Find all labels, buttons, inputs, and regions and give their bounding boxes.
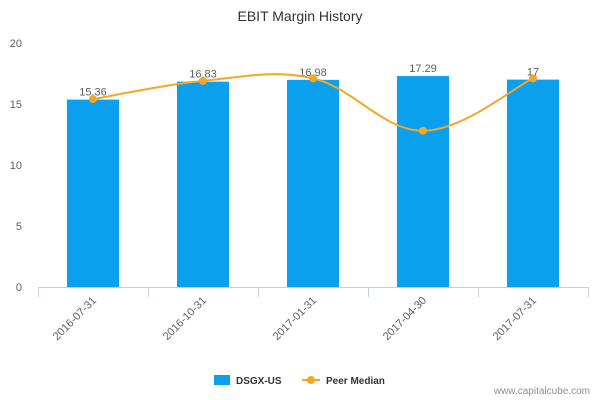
chart-title: EBIT Margin History — [238, 8, 363, 24]
x-tick-label: 2016-07-31 — [51, 295, 99, 343]
peer-median-point — [419, 126, 427, 135]
x-axis: 2016-07-31 2016-10-31 2017-01-31 2017-04-30… — [38, 287, 589, 343]
legend-label-dsgx: DSGX-US — [236, 376, 282, 387]
legend-swatch-dsgx — [214, 375, 230, 385]
bar-data-label: 17.29 — [409, 63, 437, 75]
peer-median-point — [529, 74, 537, 83]
x-tick-label: 2016-10-31 — [161, 295, 209, 343]
legend: DSGX-US Peer Median — [214, 375, 385, 387]
bar-data-label: 15.36 — [79, 87, 107, 99]
y-tick-label: 15 — [10, 99, 22, 111]
bar — [177, 81, 229, 287]
bar — [397, 76, 449, 287]
peer-median-series — [89, 73, 537, 135]
bar-series — [67, 76, 559, 288]
peer-median-point — [199, 76, 207, 85]
bar-data-label: 17 — [527, 67, 539, 79]
peer-median-point — [309, 74, 317, 83]
bar — [287, 79, 339, 288]
y-tick-label: 0 — [16, 282, 22, 294]
legend-marker-peer-median — [307, 376, 315, 384]
bar-data-label: 16.83 — [189, 69, 217, 81]
x-tick-label: 2017-07-31 — [491, 295, 539, 343]
bar-data-labels: 15.36 16.83 16.98 17.29 17 — [79, 63, 539, 99]
x-tick-label: 2017-01-31 — [271, 295, 319, 343]
y-axis: 0 5 10 15 20 — [10, 38, 22, 294]
bar — [507, 79, 559, 287]
legend-label-peer-median: Peer Median — [326, 376, 385, 387]
y-tick-label: 10 — [10, 160, 22, 172]
bar-data-label: 16.98 — [299, 67, 327, 79]
x-tick-label: 2017-04-30 — [381, 295, 429, 343]
peer-median-point — [89, 95, 97, 104]
y-tick-label: 5 — [16, 221, 22, 233]
bar — [67, 99, 119, 287]
y-tick-label: 20 — [10, 38, 22, 50]
credit-text: www.capitalcube.com — [493, 386, 590, 397]
